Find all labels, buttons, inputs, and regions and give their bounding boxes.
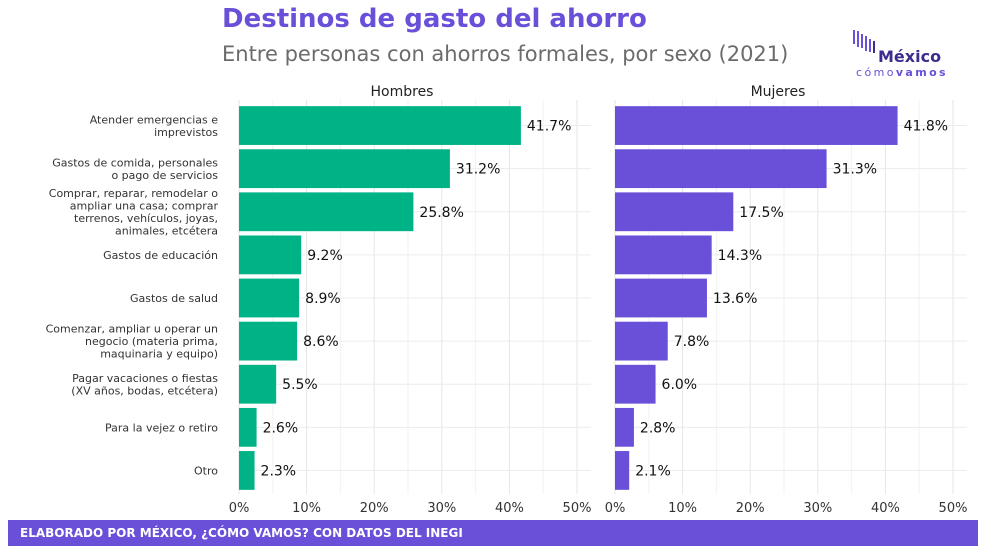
logo-tagline-bold: vamos — [895, 66, 948, 79]
bar — [239, 192, 414, 232]
data-label: 41.8% — [904, 119, 948, 135]
category-label: animales, etcétera — [115, 225, 218, 238]
bar — [239, 364, 277, 404]
bar — [615, 364, 656, 404]
data-label: 2.3% — [261, 463, 297, 479]
bar — [239, 278, 300, 318]
logo-tagline: cómovamos — [856, 66, 948, 79]
bar — [615, 407, 634, 447]
x-tick-label: 50% — [939, 501, 968, 516]
bar — [615, 321, 668, 361]
x-tick-label: 40% — [495, 501, 524, 516]
x-tick-label: 30% — [803, 501, 832, 516]
data-label: 14.3% — [718, 248, 762, 264]
category-label: imprevistos — [154, 126, 218, 139]
x-tick-label: 10% — [292, 501, 321, 516]
data-label: 17.5% — [739, 205, 783, 221]
chart-subtitle: Entre personas con ahorros formales, por… — [222, 42, 789, 66]
data-label: 7.8% — [674, 334, 710, 350]
category-label: Comprar, reparar, remodelar o — [49, 187, 218, 200]
x-tick-label: 40% — [871, 501, 900, 516]
bar — [239, 149, 450, 189]
data-label: 31.2% — [456, 162, 500, 178]
data-label: 2.1% — [635, 463, 671, 479]
x-tick-label: 0% — [229, 501, 250, 516]
data-label: 6.0% — [662, 377, 698, 393]
x-tick-label: 20% — [736, 501, 765, 516]
mexico-como-vamos-logo: México cómovamos — [852, 28, 962, 80]
source-footer: ELABORADO POR MÉXICO, ¿CÓMO VAMOS? CON D… — [8, 520, 978, 546]
data-label: 2.6% — [263, 420, 299, 436]
data-label: 13.6% — [713, 291, 757, 307]
data-label: 5.5% — [282, 377, 318, 393]
x-tick-label: 50% — [563, 501, 592, 516]
category-label: ampliar una casa; comprar — [70, 200, 219, 213]
bar — [239, 106, 521, 145]
category-label: Gastos de salud — [130, 292, 218, 305]
category-label: (XV años, bodas, etcétera) — [71, 384, 218, 397]
x-tick-label: 30% — [427, 501, 456, 516]
category-label: Atender emergencias e — [90, 113, 219, 126]
bar — [239, 235, 302, 275]
bar — [239, 451, 255, 490]
bar — [615, 192, 734, 232]
panel-title: Hombres — [371, 84, 434, 100]
bar — [239, 321, 298, 361]
bar — [615, 235, 712, 275]
category-label: Para la vejez o retiro — [105, 421, 218, 434]
bar — [615, 149, 827, 189]
category-label: terrenos, vehículos, joyas, — [74, 212, 218, 225]
bar — [615, 451, 630, 490]
data-label: 9.2% — [307, 248, 343, 264]
panel-title: Mujeres — [751, 84, 806, 100]
bar — [239, 407, 257, 447]
bar — [615, 106, 898, 145]
data-label: 31.3% — [833, 162, 877, 178]
data-label: 8.9% — [305, 291, 341, 307]
data-label: 25.8% — [419, 205, 463, 221]
bar — [615, 278, 707, 318]
bar-chart: 0% 10% 20% 30% 40% 50% Hombres 41.7% 31.2% 25.8% 9… — [46, 84, 968, 516]
data-label: 8.6% — [303, 334, 339, 350]
category-label: Gastos de comida, personales — [52, 156, 218, 169]
category-label: maquinaria y equipo) — [100, 348, 218, 361]
x-tick-label: 20% — [360, 501, 389, 516]
data-label: 41.7% — [527, 119, 571, 135]
category-label: negocio (materia prima, — [85, 335, 218, 348]
category-label: Otro — [194, 464, 218, 477]
logo-wordmark: México — [878, 47, 942, 66]
category-label: Gastos de educación — [103, 249, 218, 262]
category-label: o pago de servicios — [111, 169, 218, 182]
category-label: Comenzar, ampliar u operar un — [46, 323, 218, 336]
category-label: Pagar vacaciones o fiestas — [72, 372, 218, 385]
chart-title: Destinos de gasto del ahorro — [222, 4, 647, 34]
logo-tagline-light: cómo — [856, 66, 896, 79]
logo-bars-icon — [853, 30, 875, 53]
x-tick-label: 0% — [605, 501, 626, 516]
data-label: 2.8% — [640, 420, 676, 436]
x-tick-label: 10% — [668, 501, 697, 516]
